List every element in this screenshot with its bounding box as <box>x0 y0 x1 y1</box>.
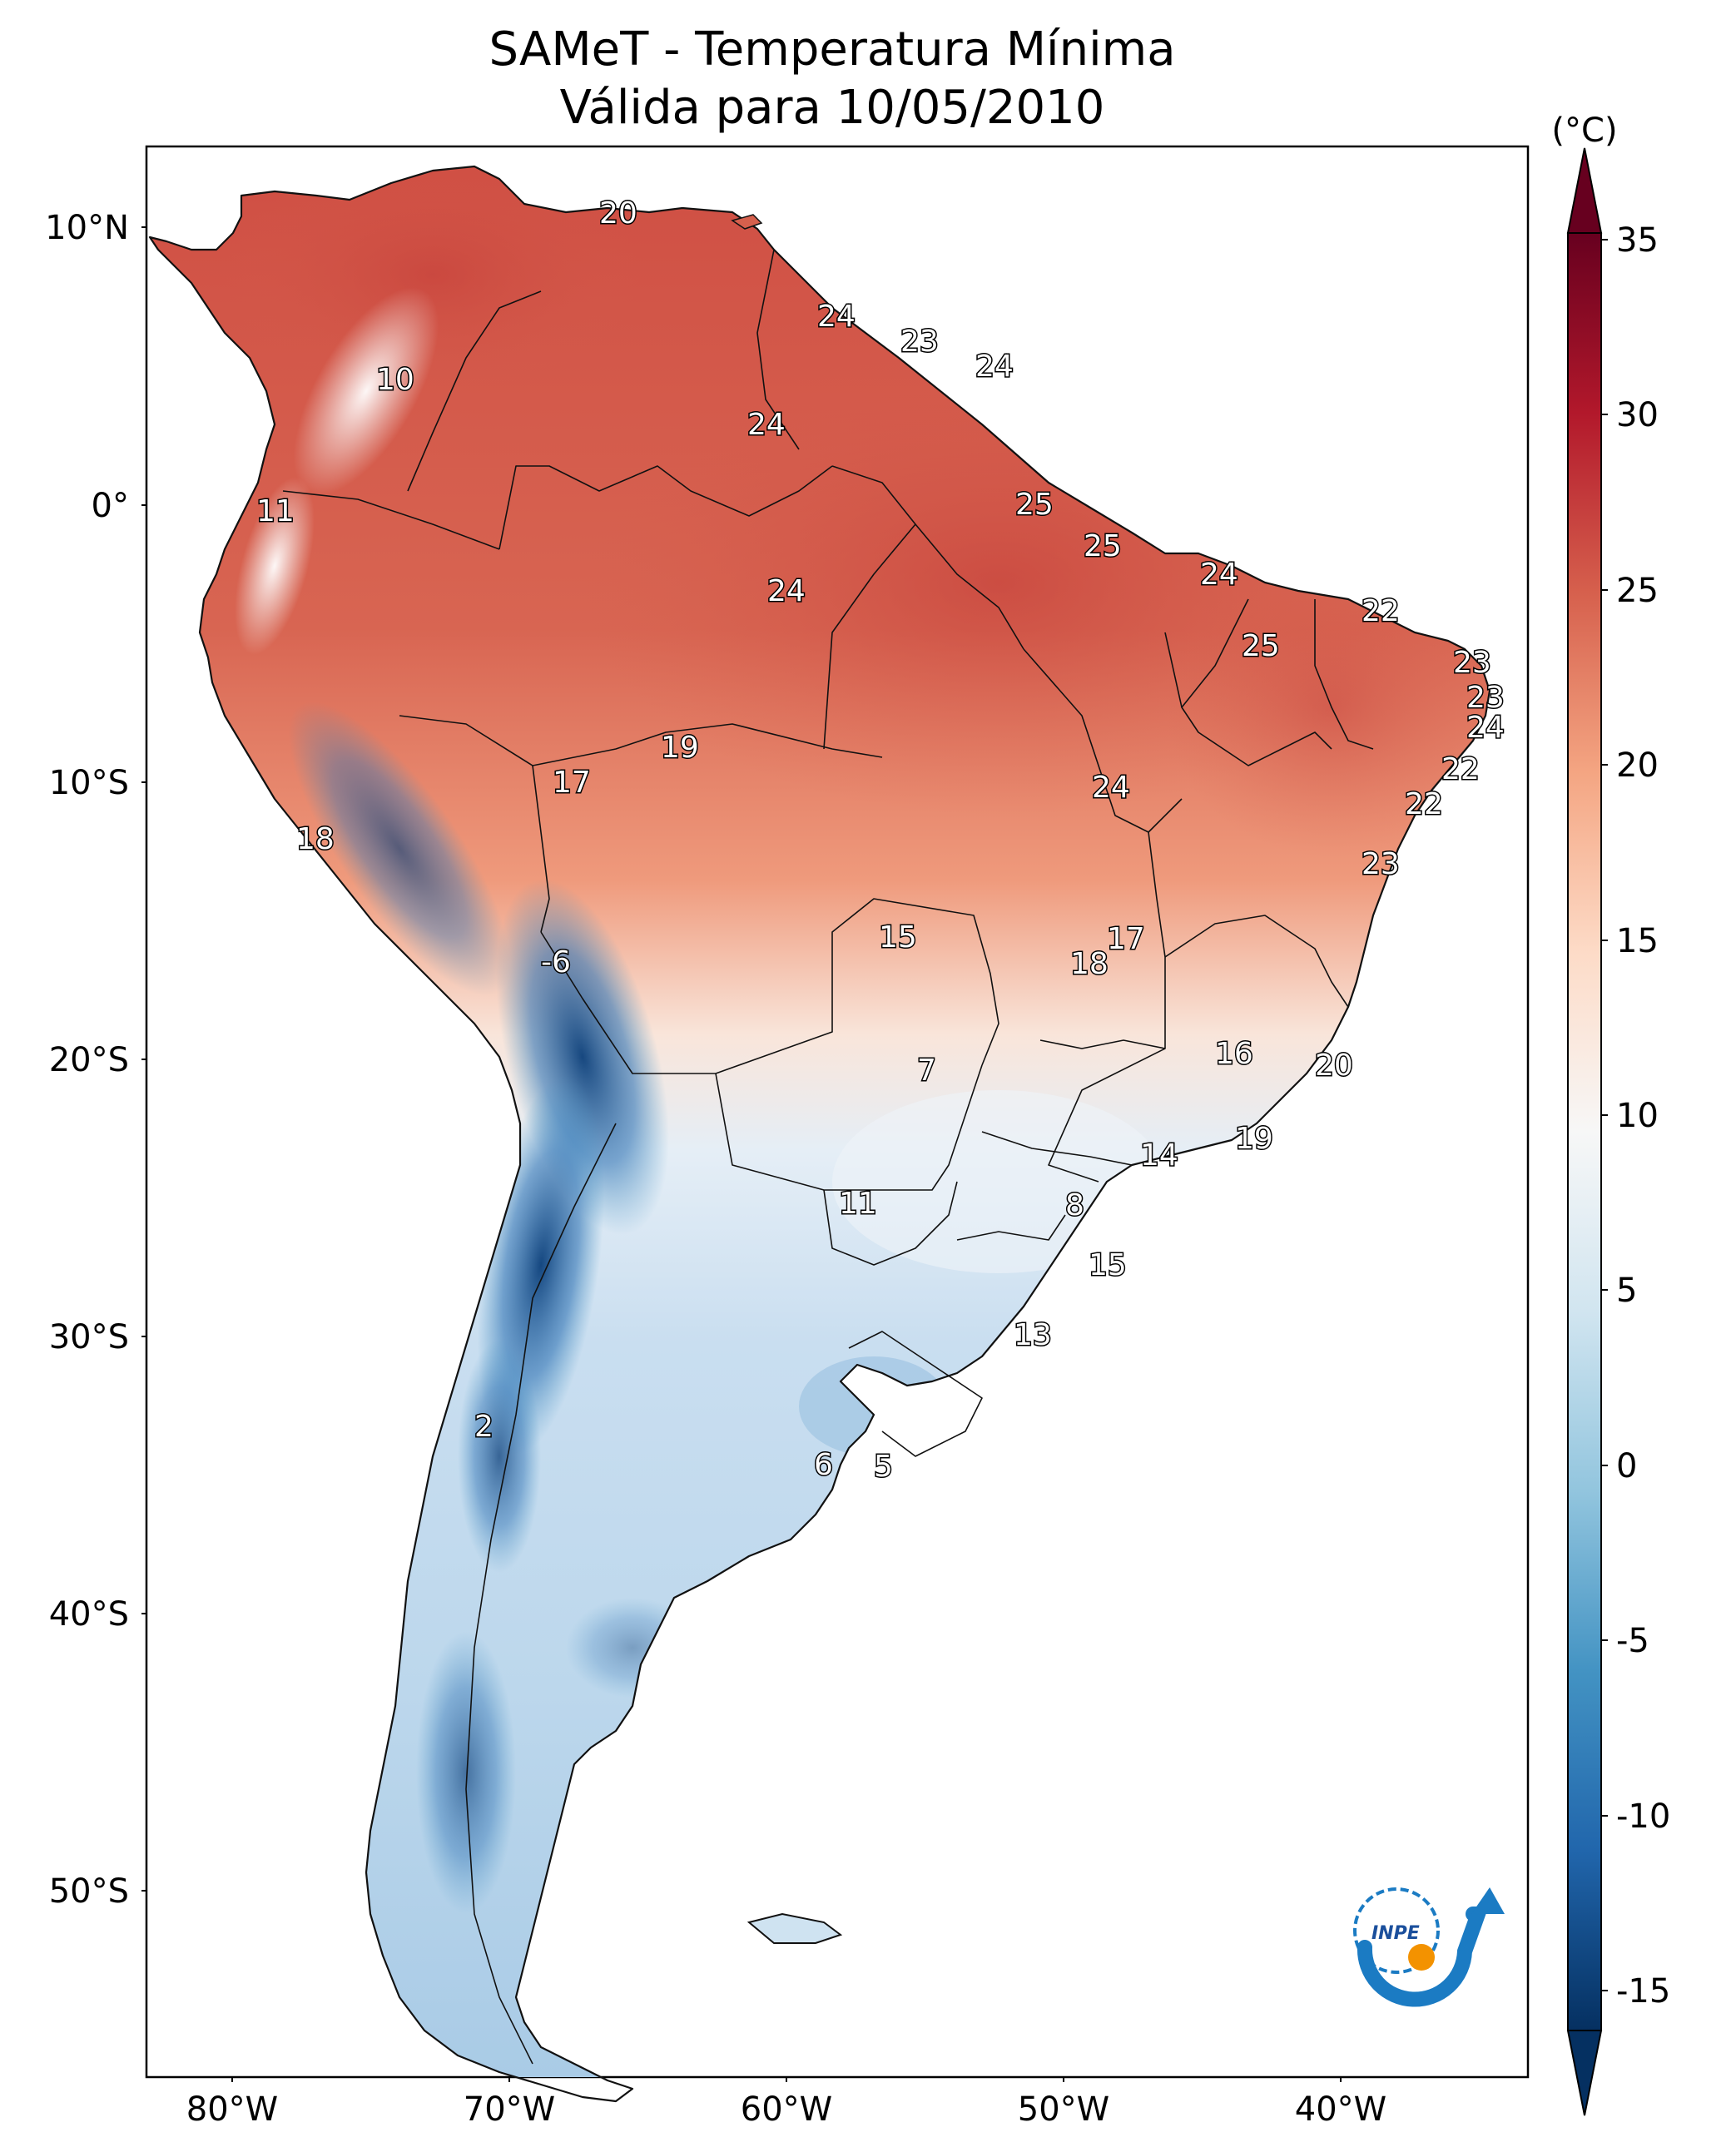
colorbar-tick-label: -10 <box>1616 1797 1670 1836</box>
lon-tick-label: 80°W <box>186 2090 278 2129</box>
colorbar-tick-label: -5 <box>1616 1622 1649 1660</box>
temp-label: 23 <box>1466 681 1505 715</box>
colorbar-tick-label: 5 <box>1616 1272 1637 1310</box>
colorbar-tick-label: 20 <box>1616 746 1659 785</box>
temp-label: 25 <box>1242 629 1280 663</box>
temp-label: 24 <box>1092 771 1130 805</box>
lat-tick-label: 20°S <box>49 1041 129 1079</box>
temp-label: 6 <box>814 1448 833 1482</box>
temp-label: 23 <box>900 325 939 359</box>
map-title: SAMeT - Temperatura Mínima <box>489 22 1175 77</box>
lat-tick-label: 0° <box>92 487 129 525</box>
temp-label: 23 <box>1362 847 1400 881</box>
country-borders <box>282 249 1374 2065</box>
temp-label: 2 <box>474 1410 494 1444</box>
temp-label: 15 <box>879 920 917 955</box>
temp-label: 23 <box>1453 646 1491 680</box>
colorbar: (°C) 35 30 25 20 15 10 5 0 -5 -10 -15 <box>1551 112 1670 2116</box>
colorbar-unit: (°C) <box>1551 112 1617 150</box>
lat-tick-label: 10°S <box>49 764 129 802</box>
colorbar-bottom-arrow <box>1566 2030 1603 2116</box>
colorbar-tick-label: -15 <box>1616 1972 1670 2011</box>
temp-label: 16 <box>1215 1037 1253 1071</box>
temp-label: 11 <box>256 494 295 528</box>
temp-label: 22 <box>1441 752 1480 786</box>
temp-label: 20 <box>1315 1049 1353 1083</box>
colorbar-top-arrow <box>1566 147 1603 234</box>
temp-label: 15 <box>1089 1248 1127 1282</box>
lat-tick-label: 40°S <box>49 1595 129 1634</box>
colorbar-ticks <box>1601 239 1608 1991</box>
islands <box>731 214 843 1944</box>
temp-label: 7 <box>917 1054 936 1088</box>
temp-label: 24 <box>747 408 786 442</box>
temp-label: 17 <box>1107 922 1145 956</box>
temp-label: 17 <box>553 766 591 800</box>
map-subtitle: Válida para 10/05/2010 <box>560 81 1105 135</box>
temp-label: 14 <box>1140 1138 1178 1173</box>
temp-label: 19 <box>661 731 699 765</box>
temp-label: 24 <box>767 574 806 608</box>
temperature-labels: 20 10 11 24 23 24 24 25 25 24 24 22 25 2… <box>255 196 1506 1485</box>
lat-tick-label: 50°S <box>49 1872 129 1911</box>
longitude-axis: 80°W 70°W 60°W 50°W 40°W <box>186 2077 1386 2129</box>
temp-label: 24 <box>1200 558 1238 592</box>
lon-tick-label: 70°W <box>464 2090 555 2129</box>
lon-tick-label: 60°W <box>741 2090 832 2129</box>
lon-tick-label: 50°W <box>1018 2090 1109 2129</box>
temp-label: 24 <box>1466 711 1505 745</box>
temp-label: 22 <box>1362 594 1400 628</box>
temp-label: 25 <box>1084 529 1122 563</box>
colorbar-tick-label: 35 <box>1616 221 1659 260</box>
colorbar-bar <box>1567 232 1602 2031</box>
temp-label: 18 <box>296 822 335 856</box>
temp-label: 13 <box>1014 1318 1052 1352</box>
temp-label: 8 <box>1065 1188 1084 1222</box>
temp-label: 22 <box>1405 787 1443 821</box>
colorbar-tick-label: 30 <box>1616 396 1659 434</box>
temp-label: 20 <box>599 196 637 231</box>
temp-label: 24 <box>975 350 1014 384</box>
lat-tick-label: 10°N <box>45 209 129 247</box>
temp-label: 19 <box>1235 1122 1273 1156</box>
colorbar-tick-label: 25 <box>1616 572 1659 610</box>
temp-label: 24 <box>817 300 856 334</box>
temp-label: 25 <box>1015 488 1054 522</box>
temp-label: 10 <box>376 363 414 397</box>
colorbar-tick-label: 10 <box>1616 1097 1659 1135</box>
colorbar-tick-label: 0 <box>1616 1447 1637 1485</box>
colorbar-tick-label: 15 <box>1616 922 1659 960</box>
latitude-axis: 10°N 0° 10°S 20°S 30°S 40°S 50°S <box>45 209 146 1911</box>
inpe-logo-text: INPE <box>1371 1923 1420 1944</box>
temp-label: 18 <box>1070 947 1109 981</box>
inpe-logo: INPE <box>1353 1887 1505 2007</box>
temp-label: 5 <box>874 1450 893 1484</box>
lon-tick-label: 40°W <box>1295 2090 1386 2129</box>
lat-tick-label: 30°S <box>49 1318 129 1356</box>
temp-label: 11 <box>839 1187 877 1221</box>
temp-label: -6 <box>541 945 571 979</box>
